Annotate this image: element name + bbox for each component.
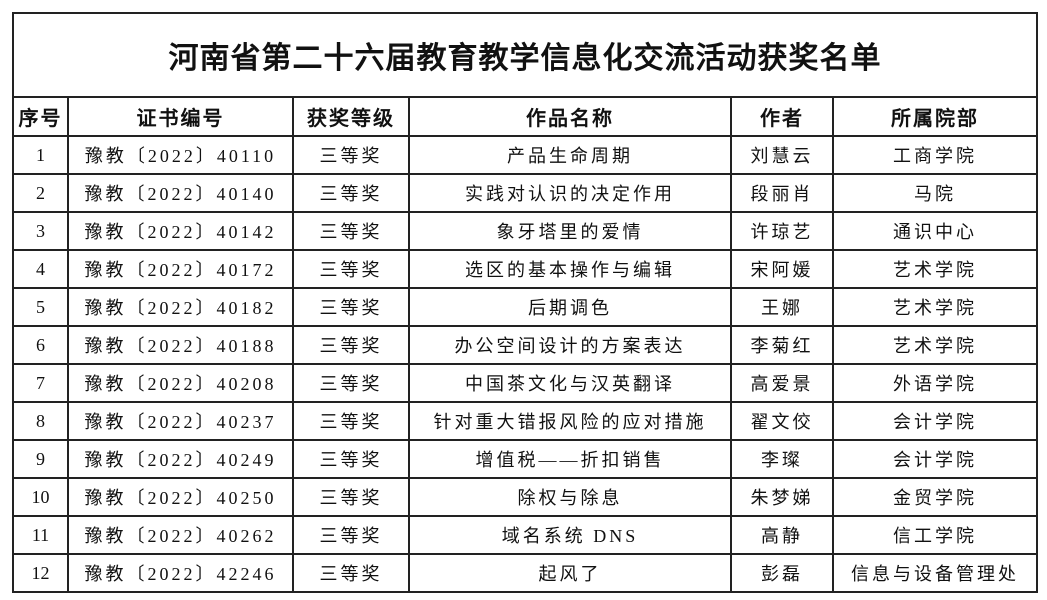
department-cell: 艺术学院 bbox=[831, 325, 1039, 365]
award-level-cell: 三等奖 bbox=[292, 477, 410, 517]
work-title-cell: 域名系统 DNS bbox=[408, 515, 732, 555]
department-cell: 信息与设备管理处 bbox=[831, 553, 1039, 593]
award-level-cell: 三等奖 bbox=[292, 173, 410, 213]
author-cell: 王娜 bbox=[730, 287, 834, 327]
table-row: 4 豫教〔2022〕40172 三等奖 选区的基本操作与编辑 宋阿媛 艺术学院 bbox=[12, 249, 1039, 289]
award-level-cell: 三等奖 bbox=[292, 515, 410, 555]
table-row: 8 豫教〔2022〕40237 三等奖 针对重大错报风险的应对措施 翟文佼 会计学院 bbox=[12, 401, 1039, 441]
author-cell: 李璨 bbox=[730, 439, 834, 479]
header-certificate: 证书编号 bbox=[67, 96, 294, 137]
certificate-cell: 豫教〔2022〕40140 bbox=[67, 173, 294, 213]
certificate-cell: 豫教〔2022〕40208 bbox=[67, 363, 294, 403]
award-level-cell: 三等奖 bbox=[292, 287, 410, 327]
work-title-cell: 选区的基本操作与编辑 bbox=[408, 249, 732, 289]
certificate-cell: 豫教〔2022〕40182 bbox=[67, 287, 294, 327]
header-work-title: 作品名称 bbox=[408, 96, 732, 137]
index-cell: 6 bbox=[12, 325, 69, 365]
work-title-cell: 后期调色 bbox=[408, 287, 732, 327]
index-cell: 5 bbox=[12, 287, 69, 327]
author-cell: 彭磊 bbox=[730, 553, 834, 593]
award-level-cell: 三等奖 bbox=[292, 249, 410, 289]
title-row: 河南省第二十六届教育教学信息化交流活动获奖名单 bbox=[11, 12, 1039, 98]
table-row: 1 豫教〔2022〕40110 三等奖 产品生命周期 刘慧云 工商学院 bbox=[12, 135, 1039, 175]
index-cell: 8 bbox=[12, 401, 69, 441]
award-level-cell: 三等奖 bbox=[292, 439, 410, 479]
table-body: 1 豫教〔2022〕40110 三等奖 产品生命周期 刘慧云 工商学院 2 豫教〔2022〕4… bbox=[12, 135, 1039, 593]
table-row: 7 豫教〔2022〕40208 三等奖 中国茶文化与汉英翻译 高爱景 外语学院 bbox=[12, 363, 1039, 403]
author-cell: 李菊红 bbox=[730, 325, 834, 365]
index-cell: 7 bbox=[12, 363, 69, 403]
author-cell: 刘慧云 bbox=[730, 135, 834, 175]
header-author: 作者 bbox=[730, 96, 834, 137]
award-level-cell: 三等奖 bbox=[292, 553, 410, 593]
certificate-cell: 豫教〔2022〕40142 bbox=[67, 211, 294, 251]
department-cell: 会计学院 bbox=[831, 439, 1039, 479]
author-cell: 翟文佼 bbox=[730, 401, 834, 441]
header-award-level: 获奖等级 bbox=[292, 96, 410, 137]
department-cell: 金贸学院 bbox=[831, 477, 1039, 517]
header-row: 序号 证书编号 获奖等级 作品名称 作者 所属院部 bbox=[12, 96, 1039, 137]
author-cell: 宋阿媛 bbox=[730, 249, 834, 289]
header-department: 所属院部 bbox=[831, 96, 1039, 137]
work-title-cell: 办公空间设计的方案表达 bbox=[408, 325, 732, 365]
index-cell: 12 bbox=[12, 553, 69, 593]
table-row: 9 豫教〔2022〕40249 三等奖 增值税——折扣销售 李璨 会计学院 bbox=[12, 439, 1039, 479]
author-cell: 高静 bbox=[730, 515, 834, 555]
author-cell: 高爱景 bbox=[730, 363, 834, 403]
work-title-cell: 除权与除息 bbox=[408, 477, 732, 517]
work-title-cell: 产品生命周期 bbox=[408, 135, 732, 175]
department-cell: 信工学院 bbox=[831, 515, 1039, 555]
table-row: 6 豫教〔2022〕40188 三等奖 办公空间设计的方案表达 李菊红 艺术学院 bbox=[12, 325, 1039, 365]
index-cell: 4 bbox=[12, 249, 69, 289]
certificate-cell: 豫教〔2022〕40250 bbox=[67, 477, 294, 517]
index-cell: 1 bbox=[12, 135, 69, 175]
table-row: 12 豫教〔2022〕42246 三等奖 起风了 彭磊 信息与设备管理处 bbox=[12, 553, 1039, 593]
certificate-cell: 豫教〔2022〕42246 bbox=[67, 553, 294, 593]
table-row: 3 豫教〔2022〕40142 三等奖 象牙塔里的爱情 许琼艺 通识中心 bbox=[12, 211, 1039, 251]
department-cell: 外语学院 bbox=[831, 363, 1039, 403]
award-level-cell: 三等奖 bbox=[292, 325, 410, 365]
table-row: 2 豫教〔2022〕40140 三等奖 实践对认识的决定作用 段丽肖 马院 bbox=[12, 173, 1039, 213]
department-cell: 艺术学院 bbox=[831, 287, 1039, 327]
page-title: 河南省第二十六届教育教学信息化交流活动获奖名单 bbox=[11, 12, 1039, 98]
award-level-cell: 三等奖 bbox=[292, 363, 410, 403]
department-cell: 马院 bbox=[831, 173, 1039, 213]
work-title-cell: 起风了 bbox=[408, 553, 732, 593]
work-title-cell: 实践对认识的决定作用 bbox=[408, 173, 732, 213]
index-cell: 9 bbox=[12, 439, 69, 479]
certificate-cell: 豫教〔2022〕40110 bbox=[67, 135, 294, 175]
department-cell: 通识中心 bbox=[831, 211, 1039, 251]
index-cell: 2 bbox=[12, 173, 69, 213]
award-level-cell: 三等奖 bbox=[292, 135, 410, 175]
header-index: 序号 bbox=[12, 96, 69, 137]
table-row: 10 豫教〔2022〕40250 三等奖 除权与除息 朱梦娣 金贸学院 bbox=[12, 477, 1039, 517]
certificate-cell: 豫教〔2022〕40249 bbox=[67, 439, 294, 479]
index-cell: 11 bbox=[12, 515, 69, 555]
work-title-cell: 增值税——折扣销售 bbox=[408, 439, 732, 479]
certificate-cell: 豫教〔2022〕40262 bbox=[67, 515, 294, 555]
author-cell: 许琼艺 bbox=[730, 211, 834, 251]
table-row: 5 豫教〔2022〕40182 三等奖 后期调色 王娜 艺术学院 bbox=[12, 287, 1039, 327]
award-table: 河南省第二十六届教育教学信息化交流活动获奖名单 序号 证书编号 获奖等级 作品名… bbox=[11, 12, 1039, 593]
work-title-cell: 针对重大错报风险的应对措施 bbox=[408, 401, 732, 441]
author-cell: 朱梦娣 bbox=[730, 477, 834, 517]
department-cell: 艺术学院 bbox=[831, 249, 1039, 289]
award-level-cell: 三等奖 bbox=[292, 211, 410, 251]
certificate-cell: 豫教〔2022〕40172 bbox=[67, 249, 294, 289]
award-level-cell: 三等奖 bbox=[292, 401, 410, 441]
work-title-cell: 象牙塔里的爱情 bbox=[408, 211, 732, 251]
department-cell: 工商学院 bbox=[831, 135, 1039, 175]
work-title-cell: 中国茶文化与汉英翻译 bbox=[408, 363, 732, 403]
table-row: 11 豫教〔2022〕40262 三等奖 域名系统 DNS 高静 信工学院 bbox=[12, 515, 1039, 555]
certificate-cell: 豫教〔2022〕40237 bbox=[67, 401, 294, 441]
author-cell: 段丽肖 bbox=[730, 173, 834, 213]
index-cell: 3 bbox=[12, 211, 69, 251]
index-cell: 10 bbox=[12, 477, 69, 517]
department-cell: 会计学院 bbox=[831, 401, 1039, 441]
certificate-cell: 豫教〔2022〕40188 bbox=[67, 325, 294, 365]
